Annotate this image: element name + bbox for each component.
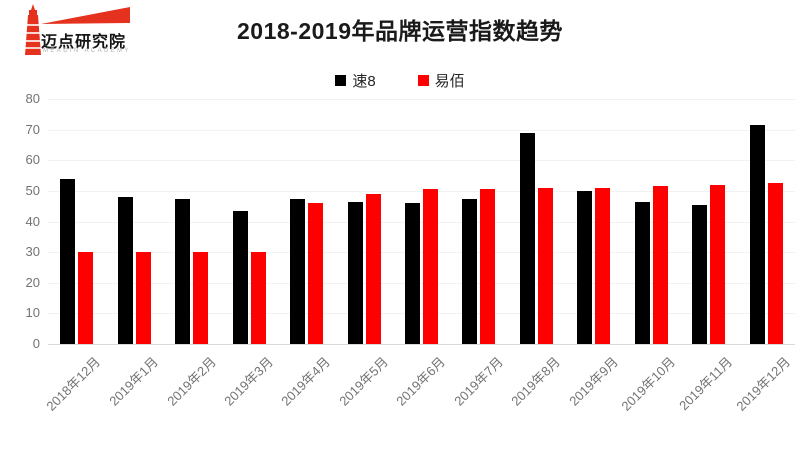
- legend-label-su8: 速8: [352, 73, 376, 90]
- gridline-30: [48, 252, 795, 254]
- x-axis-label-2019年11月: 2019年11月: [676, 354, 736, 414]
- legend-swatch-su8: [335, 75, 347, 86]
- y-axis-label-40: 40: [25, 213, 40, 229]
- chart-title: 2018-2019年品牌运营指数趋势: [237, 18, 563, 44]
- legend: 速8 易佰: [0, 70, 800, 91]
- bar-易佰-2019年3月[interactable]: [250, 252, 266, 344]
- gridline-20: [48, 282, 795, 284]
- bar-速8-2019年7月[interactable]: [462, 198, 478, 344]
- bar-易佰-2019年1月[interactable]: [135, 252, 151, 344]
- y-axis-label-80: 80: [25, 91, 40, 106]
- y-axis-label-0: 0: [32, 336, 40, 351]
- bar-易佰-2018年12月[interactable]: [78, 252, 94, 344]
- bar-速8-2019年5月[interactable]: [347, 201, 363, 344]
- lighthouse-icon: [25, 4, 130, 55]
- bar-易佰-2019年10月[interactable]: [652, 186, 668, 344]
- legend-label-yibai: 易佰: [434, 73, 465, 90]
- y-axis-label-20: 20: [25, 274, 40, 290]
- y-axis-label-30: 30: [25, 244, 40, 260]
- x-axis-label-2019年5月: 2019年5月: [336, 354, 391, 409]
- y-axis-label-70: 70: [25, 121, 40, 137]
- x-axis-label-2019年6月: 2019年6月: [393, 354, 449, 409]
- gridline-0: [48, 344, 795, 345]
- x-axis-label-2018年12月: 2018年12月: [43, 354, 104, 414]
- bar-速8-2019年11月[interactable]: [692, 204, 708, 344]
- legend-swatch-yibai: [417, 75, 429, 86]
- bar-易佰-2019年12月[interactable]: [767, 183, 783, 344]
- gridline-10: [48, 313, 795, 315]
- y-axis-label-60: 60: [25, 152, 40, 168]
- logo-sub-text: MEADIN ACADEMY: [43, 48, 131, 54]
- x-axis-label-2019年2月: 2019年2月: [163, 354, 219, 409]
- bar-速8-2018年12月[interactable]: [60, 178, 76, 344]
- x-axis-label-2019年3月: 2019年3月: [221, 354, 276, 409]
- gridline-50: [48, 190, 795, 192]
- bar-速8-2019年3月[interactable]: [232, 210, 248, 344]
- y-axis-label-10: 10: [25, 305, 40, 321]
- bar-速8-2019年12月[interactable]: [749, 125, 765, 344]
- bar-速8-2019年6月[interactable]: [405, 203, 420, 344]
- bar-易佰-2019年9月[interactable]: [595, 187, 611, 344]
- bar-易佰-2019年2月[interactable]: [193, 252, 209, 344]
- x-axis-label-2019年7月: 2019年7月: [451, 354, 506, 409]
- bar-易佰-2019年11月[interactable]: [710, 184, 726, 344]
- legend-item-yibai[interactable]: 易佰: [417, 70, 465, 91]
- bar-易佰-2019年5月[interactable]: [365, 193, 381, 344]
- x-axis-label-2019年10月: 2019年10月: [618, 354, 679, 414]
- gridline-60: [48, 160, 795, 162]
- gridline-70: [48, 129, 795, 131]
- x-axis-label-2019年1月: 2019年1月: [106, 354, 161, 409]
- x-axis-label-2019年8月: 2019年8月: [508, 354, 564, 409]
- x-axis-label-2019年4月: 2019年4月: [278, 354, 334, 409]
- logo-brand-text: 迈点研究院: [41, 34, 127, 51]
- bar-速8-2019年8月[interactable]: [519, 132, 535, 344]
- bar-速8-2019年10月[interactable]: [634, 201, 650, 344]
- bar-易佰-2019年4月[interactable]: [308, 203, 324, 344]
- bar-易佰-2019年6月[interactable]: [423, 189, 438, 344]
- x-axis-label-2019年9月: 2019年9月: [566, 354, 621, 409]
- gridline-40: [48, 221, 795, 223]
- bar-速8-2019年2月[interactable]: [175, 198, 191, 344]
- bar-速8-2019年9月[interactable]: [577, 190, 593, 344]
- x-axis-label-2019年12月: 2019年12月: [733, 354, 794, 414]
- bar-速8-2019年4月[interactable]: [290, 198, 306, 344]
- meadin-logo: 迈点研究院 MEADIN ACADEMY: [10, 3, 150, 59]
- legend-item-su8[interactable]: 速8: [335, 70, 376, 91]
- y-axis-label-50: 50: [25, 182, 40, 198]
- bar-易佰-2019年7月[interactable]: [480, 189, 496, 344]
- bar-速8-2019年1月[interactable]: [117, 197, 133, 344]
- gridline-80: [48, 99, 795, 100]
- bar-易佰-2019年8月[interactable]: [537, 187, 553, 344]
